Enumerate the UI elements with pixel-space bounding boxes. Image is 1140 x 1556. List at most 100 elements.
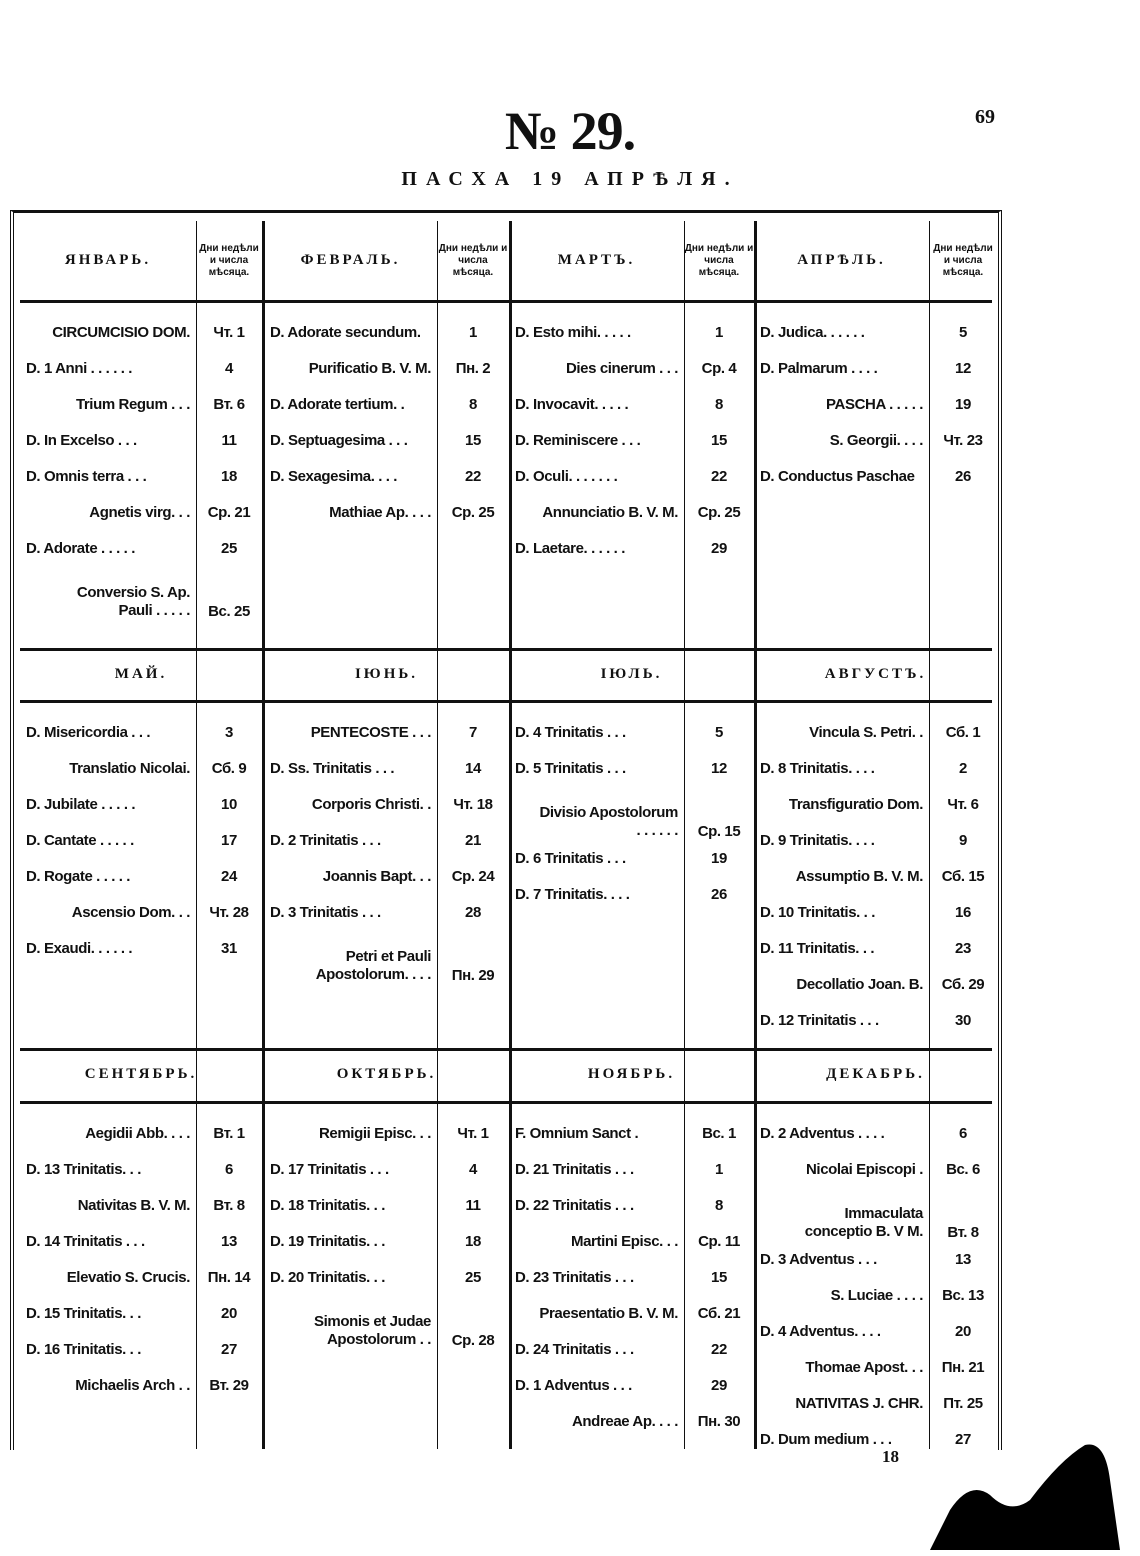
- column-rule: [509, 221, 512, 648]
- feast-day: 8: [715, 395, 723, 413]
- feast-day: 4: [225, 359, 233, 377]
- feast-name: Dies cinerum . . .: [565, 359, 678, 377]
- calendar-entry: D. Oculi. . . . . . . 22: [509, 458, 754, 494]
- feast-day: Вс. 1: [702, 1124, 736, 1142]
- calendar-entry: D. 3 Adventus . . . 13: [754, 1241, 997, 1277]
- calendar-entry: D. 6 Trinitatis . . . 19: [509, 840, 754, 876]
- feast-day: 14: [465, 759, 481, 777]
- calendar-entry: D. 17 Trinitatis . . . 4: [264, 1151, 509, 1187]
- calendar-entry: D. 3 Trinitatis . . . 28: [264, 894, 509, 930]
- feast-name: D. Exaudi. . . . . .: [26, 939, 133, 957]
- feast-name: D. 11 Trinitatis. . .: [760, 939, 875, 957]
- feast-day: Сб. 1: [945, 723, 981, 741]
- calendar-entry: D. 4 Adventus. . . . 20: [754, 1313, 997, 1349]
- feast-name: D. 15 Trinitatis. . .: [26, 1304, 141, 1322]
- month-header: ЯНВАРЬ.: [64, 252, 152, 268]
- month-entries: Aegidii Abb. . . . Вт. 1 D. 13 Trinitatis.…: [20, 1115, 262, 1403]
- column-rule: [196, 1048, 197, 1449]
- calendar-entry: D. Rogate . . . . . 24: [20, 858, 262, 894]
- feast-day: Чт. 23: [943, 431, 983, 449]
- calendar-entry: D. Invocavit. . . . . 8: [509, 386, 754, 422]
- feast-day: 5: [715, 723, 723, 741]
- feast-day: 13: [221, 1232, 237, 1250]
- calendar-entry: D. 8 Trinitatis. . . . 2: [754, 750, 997, 786]
- feast-name: D. 20 Trinitatis. . .: [270, 1268, 385, 1286]
- calendar-entry: Purificatio B. V. M. Пн. 2: [264, 350, 509, 386]
- calendar-entry: D. 2 Adventus . . . . 6: [754, 1115, 997, 1151]
- feast-day: Пн. 14: [207, 1268, 251, 1286]
- feast-day: 15: [465, 431, 481, 449]
- feast-day: 15: [711, 431, 727, 449]
- month-header: МАЙ.: [114, 665, 168, 682]
- feast-day: Пн. 29: [451, 967, 495, 984]
- feast-day: 2: [959, 759, 967, 777]
- calendar-entry: D. Dum medium . . . 27: [754, 1421, 997, 1457]
- feast-day: 25: [221, 539, 237, 557]
- calendar-entry: Ascensio Dom. . . Чт. 28: [20, 894, 262, 930]
- feast-day: Пн. 21: [941, 1358, 985, 1376]
- month-entries: CIRCUMCISIO DOM. Чт. 1 D. 1 Anni . . . . .…: [20, 314, 262, 621]
- feast-name: D. 22 Trinitatis . . .: [515, 1196, 634, 1214]
- feast-name: Simonis et Judae Apostolorum . .: [314, 1313, 431, 1348]
- day-column-header: Дни недѣли и числа мѣсяца.: [684, 242, 754, 278]
- calendar-entry: Mathiae Ap. . . . Ср. 25: [264, 494, 509, 530]
- calendar-entry: Translatio Nicolai. Сб. 9: [20, 750, 262, 786]
- feast-day: 29: [711, 539, 727, 557]
- feast-name: Ascensio Dom. . .: [71, 903, 191, 921]
- feast-day: 30: [955, 1011, 971, 1029]
- feast-day: 3: [225, 723, 233, 741]
- header-rule: [20, 300, 992, 303]
- calendar-entry: D. 1 Adventus . . . 29: [509, 1367, 754, 1403]
- feast-day: Сб. 21: [697, 1304, 741, 1322]
- feast-name: D. 5 Trinitatis . . .: [515, 759, 626, 777]
- feast-day: 16: [955, 903, 971, 921]
- calendar-entry: D. Adorate . . . . . 25: [20, 530, 262, 566]
- calendar-entry: Divisio Apostolorum . . . . . . Ср. 15: [509, 786, 754, 840]
- calendar-entry: Dies cinerum . . . Ср. 4: [509, 350, 754, 386]
- calendar-entry: D. Omnis terra . . . 18: [20, 458, 262, 494]
- feast-name: Purificatio B. V. M.: [308, 359, 432, 377]
- feast-day: 6: [959, 1124, 967, 1142]
- feast-day: 8: [715, 1196, 723, 1214]
- feast-day: 13: [955, 1250, 971, 1268]
- feast-name: Decollatio Joan. B.: [796, 975, 923, 993]
- feast-day: 1: [715, 1160, 723, 1178]
- feast-name: D. 8 Trinitatis. . . .: [760, 759, 875, 777]
- feast-day: Пт. 25: [943, 1394, 983, 1412]
- calendar-entry: S. Luciae . . . . Вс. 13: [754, 1277, 997, 1313]
- feast-name: D. 3 Trinitatis . . .: [270, 903, 381, 921]
- feast-name: D. Dum medium . . .: [760, 1430, 892, 1448]
- calendar-entry: D. Reminiscere . . . 15: [509, 422, 754, 458]
- feast-name: Remigii Episc. . .: [318, 1124, 431, 1142]
- calendar-entry: Nativitas B. V. M. Вт. 8: [20, 1187, 262, 1223]
- month-entries: Vincula S. Petri. . Сб. 1 D. 8 Trinitatis.…: [754, 714, 997, 1038]
- feast-day: Чт. 28: [209, 903, 249, 921]
- calendar-entry: D. 21 Trinitatis . . . 1: [509, 1151, 754, 1187]
- feast-name: D. Septuagesima . . .: [270, 431, 408, 449]
- month-header: АПРѢЛЬ.: [797, 252, 886, 268]
- column-rule: [684, 1048, 685, 1449]
- feast-day: 11: [221, 431, 237, 449]
- column-rule: [684, 648, 685, 1048]
- calendar-entry: Andreae Ap. . . . Пн. 30: [509, 1403, 754, 1439]
- feast-name: D. Invocavit. . . . .: [515, 395, 629, 413]
- calendar-entry: D. 2 Trinitatis . . . 21: [264, 822, 509, 858]
- calendar-entry: Joannis Bapt. . . Ср. 24: [264, 858, 509, 894]
- page-edge-shadow: [930, 1444, 1120, 1550]
- calendar-entry: D. In Excelso . . . 11: [20, 422, 262, 458]
- section-rule: [20, 1048, 992, 1051]
- feast-name: Petri et Pauli Apostolorum. . . .: [315, 948, 432, 983]
- month-entries: D. Judica. . . . . . 5 D. Palmarum . . . .…: [754, 314, 997, 494]
- feast-name: NATIVITAS J. CHR.: [795, 1394, 923, 1412]
- calendar-entry: D. 7 Trinitatis. . . . 26: [509, 876, 754, 912]
- feast-name: Martini Episc. . .: [571, 1232, 678, 1250]
- feast-day: 28: [465, 903, 481, 921]
- calendar-entry: D. Judica. . . . . . 5: [754, 314, 997, 350]
- calendar-table: ЯНВАРЬ. Дни недѣли и числа мѣсяца. CIRCUMC…: [10, 210, 1002, 1450]
- month-entries: D. Esto mihi. . . . . 1 Dies cinerum . . .…: [509, 314, 754, 566]
- feast-name: Immaculata conceptio B. V M.: [804, 1205, 924, 1240]
- feast-day: Вт. 8: [213, 1196, 245, 1214]
- month-header: ДЕКАБРЬ.: [826, 1066, 925, 1082]
- feast-day: 23: [955, 939, 971, 957]
- calendar-entry: D. 5 Trinitatis . . . 12: [509, 750, 754, 786]
